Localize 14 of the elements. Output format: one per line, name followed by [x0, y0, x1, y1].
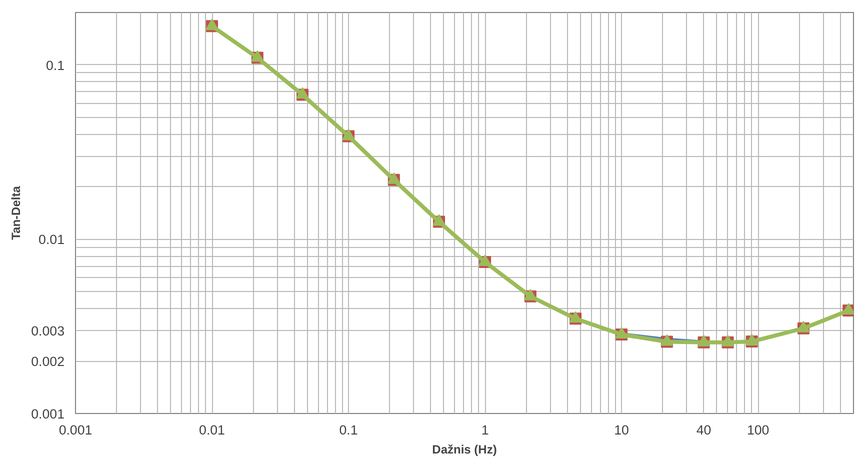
y-tick-label: 0.003 — [31, 323, 65, 338]
x-tick-label: 0.1 — [339, 422, 358, 438]
x-tick-label: 0.001 — [58, 422, 92, 438]
y-tick-label: 0.1 — [46, 58, 65, 73]
x-tick-label: 0.01 — [199, 422, 225, 438]
y-tick-label: 0.01 — [38, 232, 65, 248]
y-tick-label: 0.002 — [31, 354, 65, 370]
x-tick-label: 1 — [481, 422, 489, 438]
x-axis-title: Dažnis (Hz) — [432, 442, 497, 456]
x-tick-label: 10 — [614, 422, 629, 438]
x-tick-label: 40 — [696, 422, 712, 438]
y-tick-label: 0.001 — [31, 406, 65, 422]
y-axis-title: Tan-Delta — [9, 186, 24, 240]
x-tick-label: 100 — [746, 422, 770, 438]
